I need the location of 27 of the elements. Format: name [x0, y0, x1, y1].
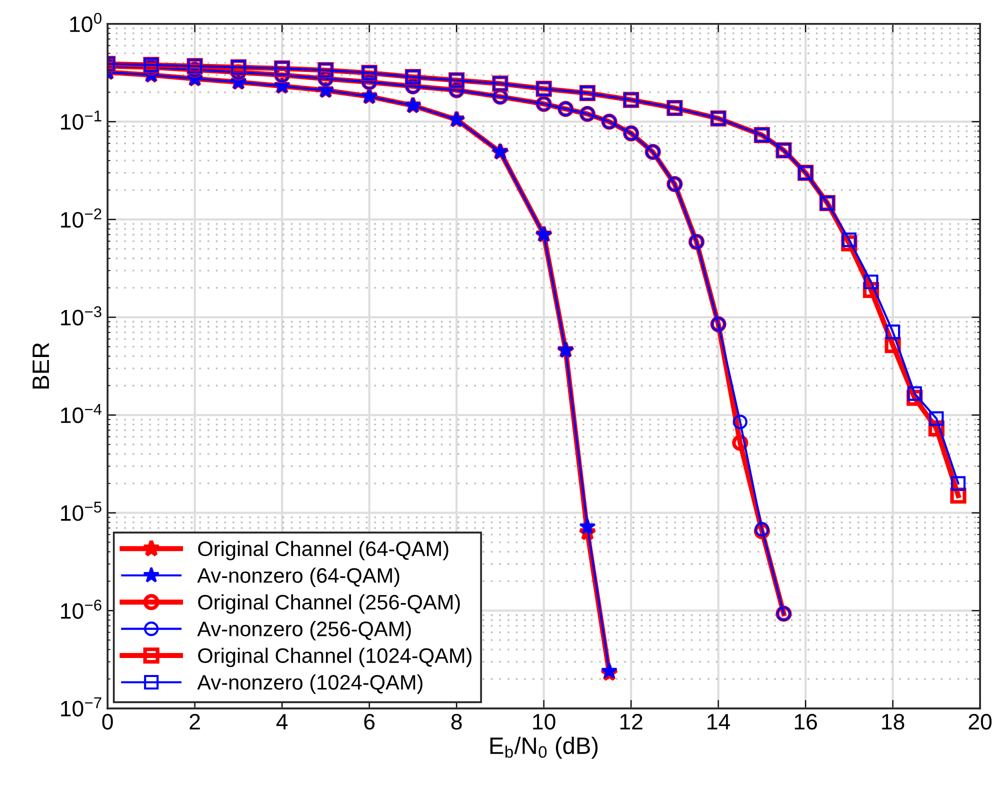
x-tick-label: 2: [190, 714, 200, 730]
legend-label: Original Channel (256-QAM): [198, 594, 460, 614]
x-tick-label: 12: [620, 714, 642, 730]
x-tick-label: 20: [968, 714, 992, 730]
x-tick-label: 18: [882, 714, 904, 730]
x-tick-label: 4: [276, 714, 288, 730]
legend-label: Av-nonzero (1024-QAM): [197, 674, 422, 694]
y-axis-title: BER: [32, 342, 49, 388]
x-tick-label: 0: [102, 714, 113, 730]
legend-label: Av-nonzero (256-QAM): [197, 621, 411, 640]
y-tick-label: 10$^{−7}$: [61, 697, 102, 717]
x-tick-label: 6: [364, 714, 375, 730]
y-tick-label: 10$^{−2}$: [61, 208, 102, 228]
x-tick-label: 10: [533, 714, 556, 730]
x-axis-title: E$_{b}$/N$_{0}$ (dB): [490, 736, 598, 759]
y-tick-label: 10$^{−6}$: [61, 600, 102, 619]
x-tick-label: 16: [794, 714, 817, 730]
legend-label: Av-nonzero (64-QAM): [197, 568, 400, 587]
y-tick-label: 10$^{−1}$: [61, 110, 102, 130]
x-tick-label: 8: [451, 714, 462, 730]
y-tick-label: 10$^{−4}$: [61, 404, 102, 424]
legend-label: Original Channel (64-QAM): [198, 540, 448, 560]
y-tick-label: 10$^{−3}$: [61, 306, 102, 326]
legend-label: Original Channel (1024-QAM): [198, 648, 472, 668]
x-tick-label: 14: [708, 714, 730, 730]
y-tick-label: 10$^{−5}$: [61, 502, 102, 521]
y-tick-label: 10$^{0}$: [70, 12, 102, 32]
